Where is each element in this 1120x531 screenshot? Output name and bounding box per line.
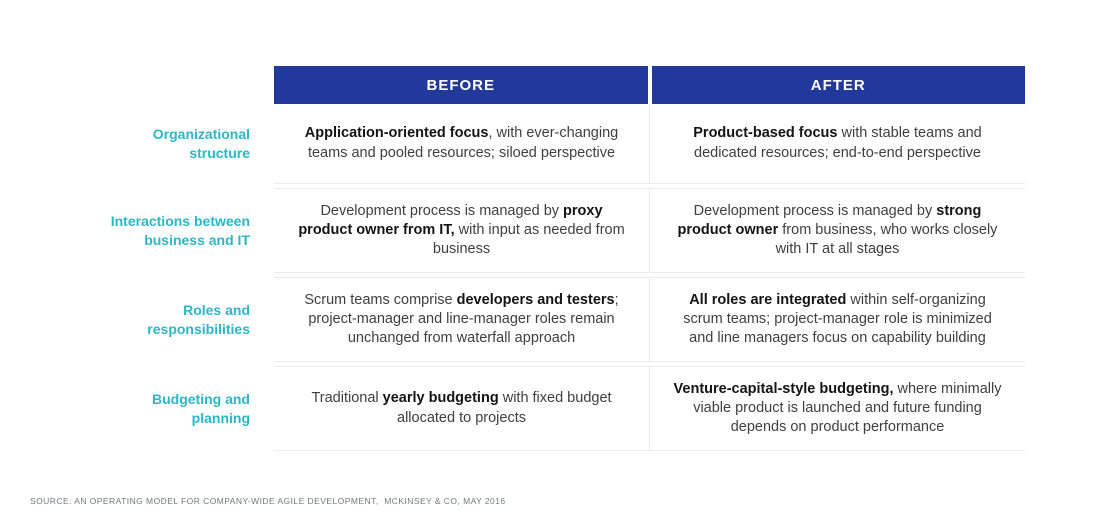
- source-attribution: SOURCE: AN OPERATING MODEL FOR COMPANY-W…: [30, 496, 506, 506]
- before-cell-text: Traditional yearly budgeting with fixed …: [294, 389, 629, 427]
- cell-text-bold: yearly budgeting: [382, 390, 499, 407]
- cell-text: from business, who works closely with IT…: [775, 221, 998, 258]
- cell-text-bold: Venture-capital-style budgeting,: [673, 380, 894, 397]
- cell-text-bold: All roles are integrated: [689, 291, 847, 308]
- table-row: Roles and responsibilities Scrum teams co…: [0, 277, 1025, 362]
- cell-text: Scrum teams comprise: [304, 291, 457, 308]
- after-cell: Product-based focus with stable teams an…: [650, 104, 1025, 184]
- after-cell-text: Product-based focus with stable teams an…: [670, 124, 1005, 162]
- cell-text: , with ever-changing teams and pooled re…: [307, 125, 619, 161]
- cell-text: with fixed budget allocated to projects: [397, 390, 612, 426]
- after-cell: All roles are integrated within self-org…: [650, 277, 1025, 362]
- before-cell: Development process is managed by proxy …: [274, 188, 650, 273]
- after-cell: Venture-capital-style budgeting, where m…: [650, 366, 1025, 451]
- row-label: Roles and responsibilities: [147, 301, 250, 337]
- cell-text: Development process is managed by: [320, 202, 564, 219]
- cell-text-bold: proxy product owner from IT,: [298, 202, 603, 238]
- row-label: Organizational structure: [152, 126, 250, 161]
- cell-text: with input as needed from business: [432, 221, 625, 258]
- comparison-table: BEFORE AFTER Organizational structure App…: [0, 66, 1025, 451]
- before-cell-text: Development process is managed by proxy …: [294, 202, 629, 259]
- cell-text-bold: developers and testers: [456, 291, 615, 308]
- column-header-after: AFTER: [651, 66, 1025, 104]
- table-header-row: BEFORE AFTER: [0, 66, 1025, 104]
- cell-text-bold: Application-oriented focus: [304, 125, 489, 142]
- before-cell: Traditional yearly budgeting with fixed …: [274, 366, 650, 451]
- before-cell-text: Application-oriented focus, with ever-ch…: [294, 124, 629, 162]
- row-label: Interactions between business and IT: [110, 212, 250, 248]
- cell-text: within self-organizing scrum teams; proj…: [683, 291, 992, 347]
- table-row: Budgeting and planning Traditional yearly…: [0, 366, 1025, 451]
- after-cell-text: All roles are integrated within self-org…: [670, 291, 1005, 348]
- cell-text: where minimally viable product is launch…: [693, 380, 1002, 436]
- after-cell-text: Venture-capital-style budgeting, where m…: [670, 380, 1005, 437]
- cell-text-bold: strong product owner: [677, 202, 982, 238]
- after-cell: Development process is managed by strong…: [650, 188, 1025, 273]
- cell-text: Traditional: [311, 390, 383, 407]
- after-cell-text: Development process is managed by strong…: [670, 202, 1005, 259]
- header-spacer: [0, 66, 274, 104]
- before-cell-text: Scrum teams comprise developers and test…: [294, 291, 629, 348]
- before-cell: Application-oriented focus, with ever-ch…: [274, 104, 650, 184]
- table-row: Interactions between business and IT Deve…: [0, 188, 1025, 273]
- before-cell: Scrum teams comprise developers and test…: [274, 277, 650, 362]
- row-label: Budgeting and planning: [152, 390, 250, 426]
- table-row: Organizational structure Application-orie…: [0, 104, 1025, 184]
- header-column-gap: [647, 66, 652, 104]
- cell-text: with stable teams and dedicated resource…: [694, 125, 982, 161]
- column-header-before: BEFORE: [274, 66, 648, 104]
- cell-text: ; project-manager and line-manager roles…: [308, 291, 619, 347]
- table-body: Organizational structure Application-orie…: [0, 104, 1025, 451]
- cell-text: Development process is managed by: [693, 202, 937, 219]
- cell-text-bold: Product-based focus: [693, 125, 838, 142]
